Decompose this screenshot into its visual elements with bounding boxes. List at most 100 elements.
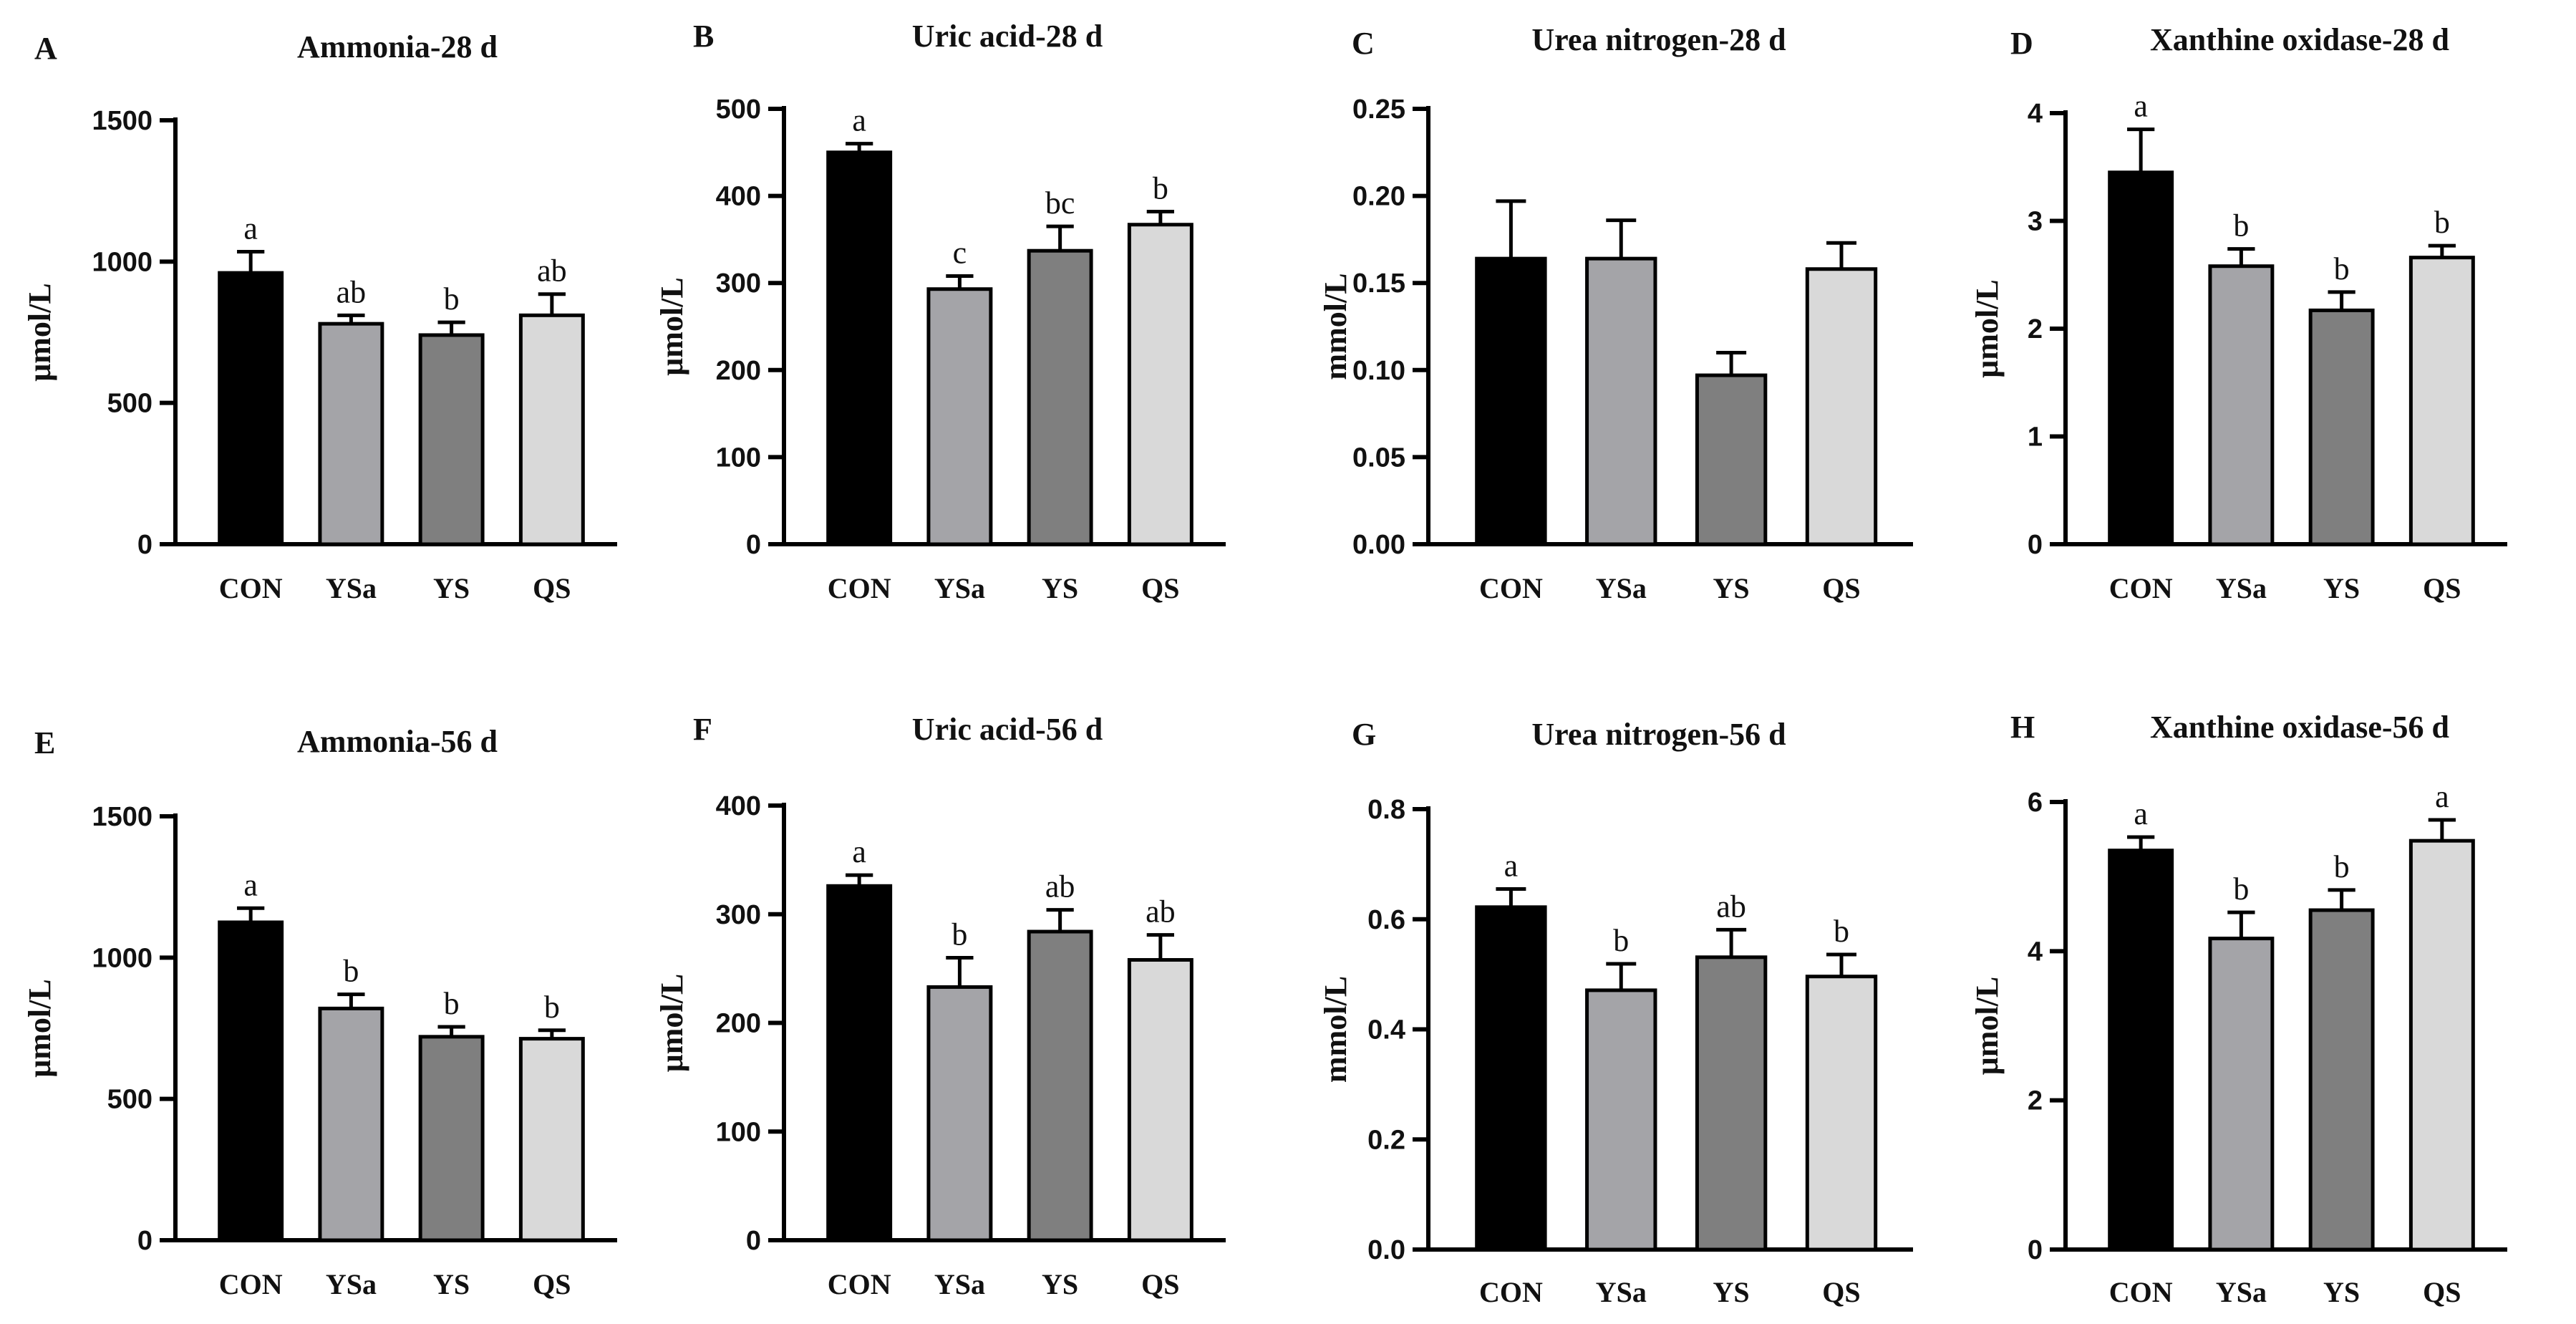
y-tick-label: 500	[107, 389, 152, 419]
significance-label: b	[952, 917, 967, 952]
chart-title: Xanthine oxidase-56 d	[2150, 710, 2449, 745]
panel-h: H Xanthine oxidase-56 dμmol/L0246CONaYSab…	[1970, 710, 2507, 1308]
bar-ys	[418, 1035, 485, 1242]
y-axis-label: μmol/L	[654, 277, 689, 375]
x-tick-label: CON	[1479, 1276, 1543, 1308]
x-tick-label: CON	[2109, 1276, 2173, 1308]
panel-b: B Uric acid-28 d μmol/L 0 100 200 300 400 500 CON…	[654, 19, 1226, 604]
x-tick-label: YSa	[2216, 1276, 2267, 1308]
panel-letter: A	[34, 31, 57, 66]
bar-ysa	[2208, 937, 2275, 1252]
y-tick-label: 100	[716, 443, 761, 473]
x-tick-label: YSa	[1596, 572, 1647, 604]
x-tick-label: CON	[2109, 572, 2173, 604]
y-tick-label: 0	[2028, 530, 2043, 560]
panel-e: E Ammonia-56 d μmol/L 0 500 1000 1500 CON a YSa b Y…	[22, 724, 617, 1300]
y-tick-label: 6	[2028, 788, 2043, 818]
bar-qs	[2408, 839, 2475, 1252]
y-tick-label: 1000	[92, 247, 152, 277]
significance-label: b	[544, 990, 560, 1025]
panel-g: G Urea nitrogen-56 d mmol/L 0.0 0.2 0.4 0.6 0.8…	[1318, 717, 1913, 1308]
x-tick-label: CON	[219, 1268, 283, 1300]
bar-ysa	[1585, 256, 1657, 546]
significance-label: ab	[336, 274, 367, 309]
significance-label: c	[953, 235, 967, 270]
bar-qs	[2408, 256, 2475, 546]
y-tick-label: 0.6	[1367, 905, 1405, 935]
x-tick-label: YS	[1042, 572, 1078, 604]
panel-d: D Xanthine oxidase-28 d μmol/L 0 1 2 3 4 CON a YSa…	[1970, 22, 2507, 604]
chart-title: Urea nitrogen-28 d	[1531, 22, 1786, 57]
y-tick-label: 0	[2028, 1235, 2043, 1265]
x-tick-label: YS	[2323, 572, 2360, 604]
bar-con	[218, 271, 284, 546]
bar-qs	[1127, 957, 1193, 1242]
bar-ys	[418, 333, 485, 546]
significance-label: ab	[1146, 894, 1176, 929]
y-tick-label: 0	[137, 530, 152, 560]
y-tick-label: 0.15	[1352, 269, 1405, 299]
panel-letter: D	[2010, 26, 2033, 61]
bar-ys	[2308, 908, 2375, 1252]
significance-label: a	[2435, 779, 2449, 814]
y-tick-label: 0.0	[1367, 1235, 1405, 1265]
x-tick-label: QS	[1141, 1268, 1179, 1300]
significance-label: b	[343, 954, 359, 989]
y-tick-label: 400	[716, 791, 761, 821]
significance-label: b	[444, 281, 460, 316]
y-tick-label: 4	[2028, 937, 2043, 967]
significance-label: a	[2134, 89, 2148, 124]
significance-label: a	[2134, 796, 2148, 831]
bar-qs	[518, 1037, 585, 1242]
significance-label: a	[1504, 848, 1519, 883]
significance-label: a	[243, 867, 258, 902]
y-tick-label: 0.05	[1352, 443, 1405, 473]
bar-con	[2108, 849, 2174, 1252]
significance-label: b	[1834, 914, 1849, 949]
significance-label: b	[1153, 170, 1168, 206]
significance-label: ab	[1716, 889, 1746, 924]
y-axis-label: μmol/L	[654, 974, 689, 1072]
y-tick-label: 300	[716, 269, 761, 299]
x-tick-label: YSa	[934, 572, 985, 604]
x-tick-label: YSa	[326, 1268, 377, 1300]
panel-letter: G	[1352, 717, 1376, 752]
y-tick-label: 2	[2028, 1086, 2043, 1116]
significance-label: b	[2233, 871, 2249, 907]
x-tick-label: QS	[1822, 1276, 1860, 1308]
bar-ysa	[2208, 264, 2275, 546]
bar-con	[1475, 256, 1547, 546]
significance-label: a	[852, 834, 866, 869]
x-tick-label: CON	[219, 572, 283, 604]
bar-ys	[1695, 373, 1768, 546]
significance-label: b	[1613, 923, 1629, 958]
x-tick-label: YSa	[1596, 1276, 1647, 1308]
bar-con	[826, 884, 893, 1242]
y-tick-label: 0	[746, 1226, 761, 1256]
y-tick-label: 1000	[92, 943, 152, 973]
significance-label: a	[243, 211, 258, 246]
y-tick-label: 500	[107, 1085, 152, 1115]
bar-ys	[2308, 308, 2375, 546]
significance-label: b	[2334, 251, 2350, 286]
panel-a: A Ammonia-28 d μmol/L 0 500 1000 1500 CON a YSa ab…	[22, 29, 617, 604]
y-tick-label: 0.2	[1367, 1125, 1405, 1155]
panel-letter: F	[693, 712, 712, 747]
significance-label: bc	[1045, 185, 1075, 221]
bar-con	[1475, 905, 1547, 1252]
bar-ysa	[318, 322, 384, 546]
panel-letter: C	[1352, 26, 1375, 61]
x-tick-label: YS	[433, 1268, 470, 1300]
significance-label: b	[2434, 205, 2450, 240]
y-axis-label: μmol/L	[1970, 279, 2005, 377]
y-tick-label: 0.00	[1352, 530, 1405, 560]
bar-qs	[1127, 223, 1193, 546]
x-tick-label: CON	[1479, 572, 1543, 604]
y-tick-label: 1	[2028, 422, 2043, 453]
x-tick-label: YSa	[326, 572, 377, 604]
y-tick-label: 400	[716, 182, 761, 212]
y-tick-label: 0.8	[1367, 795, 1405, 825]
significance-label: b	[2334, 849, 2350, 884]
chart-title: Ammonia-28 d	[297, 29, 498, 64]
panel-f: F Uric acid-56 d μmol/L 0 100 200 300 400 CON a YS…	[654, 712, 1226, 1300]
